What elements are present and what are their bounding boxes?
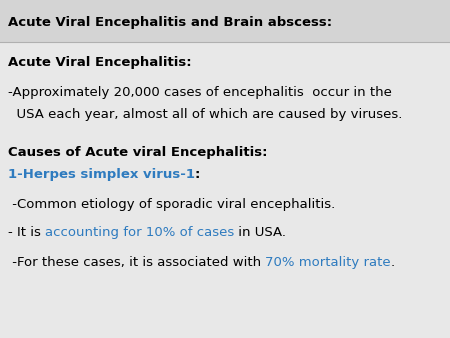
Text: .: .	[391, 256, 395, 269]
Text: 70% mortality rate: 70% mortality rate	[266, 256, 391, 269]
Text: 1-Herpes simplex virus-1: 1-Herpes simplex virus-1	[8, 168, 195, 181]
Text: -Common etiology of sporadic viral encephalitis.: -Common etiology of sporadic viral encep…	[8, 198, 335, 211]
Text: - It is: - It is	[8, 226, 45, 239]
Text: -Approximately 20,000 cases of encephalitis  occur in the: -Approximately 20,000 cases of encephali…	[8, 86, 392, 99]
Bar	[0, 0, 450, 42]
Text: Causes of Acute viral Encephalitis:: Causes of Acute viral Encephalitis:	[8, 146, 267, 159]
Text: USA each year, almost all of which are caused by viruses.: USA each year, almost all of which are c…	[8, 108, 402, 121]
Text: Acute Viral Encephalitis:: Acute Viral Encephalitis:	[8, 56, 192, 69]
Text: -For these cases, it is associated with: -For these cases, it is associated with	[8, 256, 266, 269]
Text: in USA.: in USA.	[234, 226, 286, 239]
Text: accounting for 10% of cases: accounting for 10% of cases	[45, 226, 234, 239]
Text: :: :	[195, 168, 200, 181]
Text: Acute Viral Encephalitis and Brain abscess:: Acute Viral Encephalitis and Brain absce…	[8, 16, 332, 29]
